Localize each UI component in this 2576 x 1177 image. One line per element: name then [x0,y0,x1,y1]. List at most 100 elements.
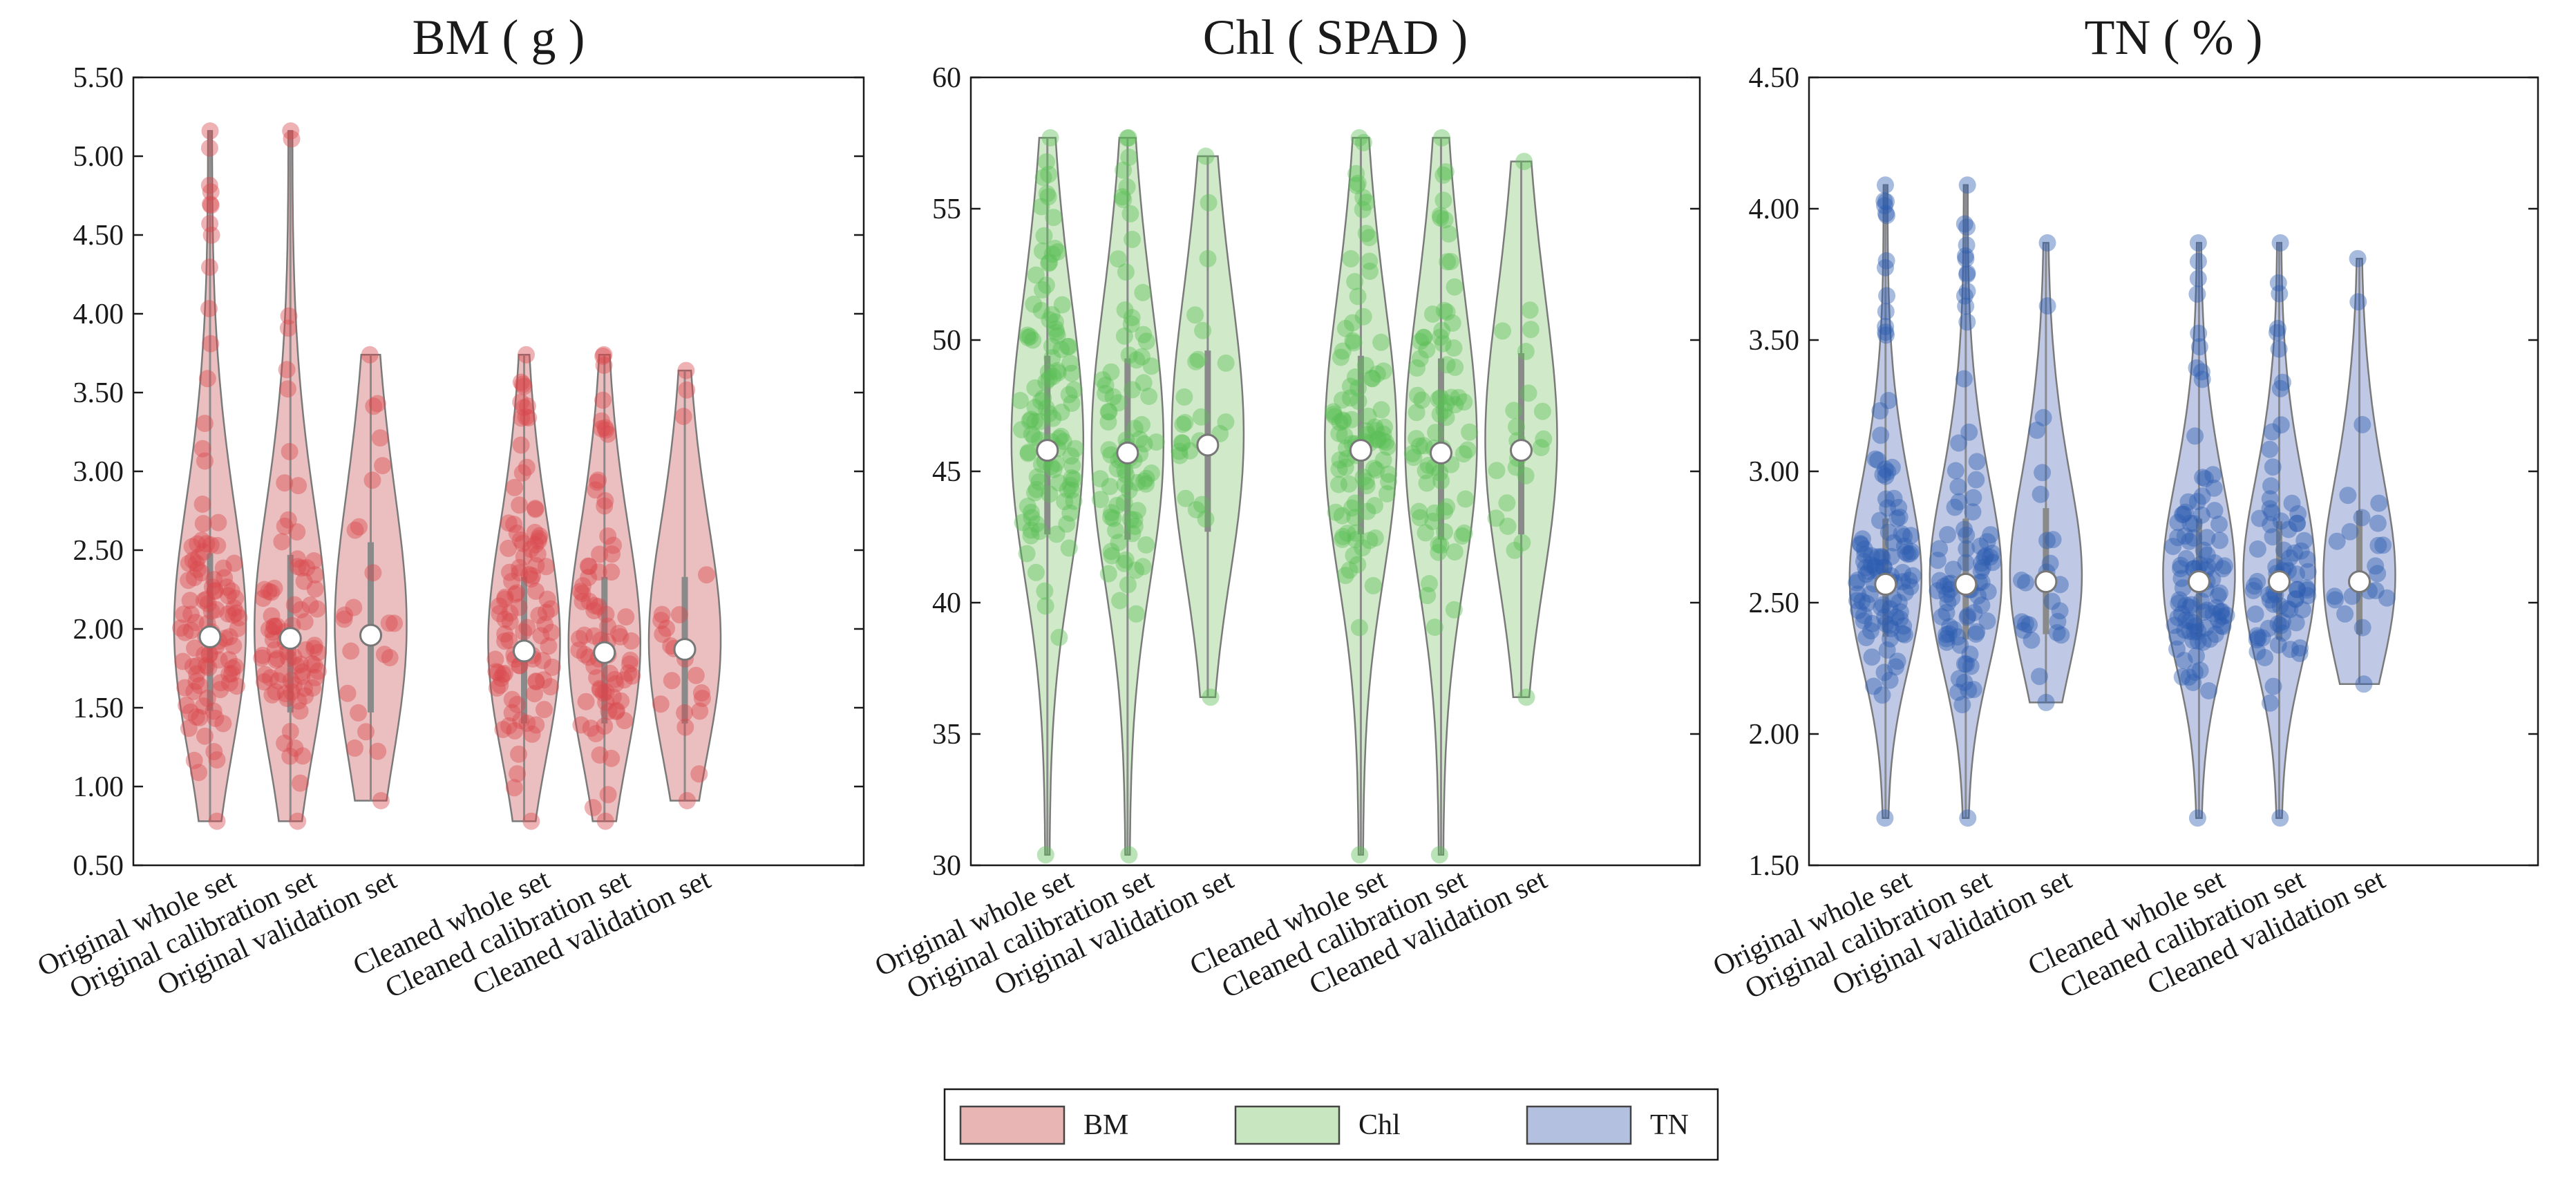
data-point [1103,504,1120,522]
data-point [1019,498,1036,515]
data-point [496,664,513,682]
data-point [1958,313,1976,331]
data-point [1173,434,1191,452]
data-point [1354,539,1372,557]
data-point [2193,487,2211,505]
data-point [515,377,533,395]
data-point [1877,467,1895,485]
data-point [1104,388,1122,406]
legend: BM Chl TN [943,1088,1719,1161]
data-point [1052,404,1070,421]
data-point [1147,433,1165,451]
legend-swatch [1526,1105,1632,1145]
data-point [1124,230,1141,248]
data-point [2288,565,2306,583]
data-point [1040,370,1058,388]
data-point [597,683,615,701]
data-point [1102,363,1120,381]
data-point [1939,575,1957,593]
data-point [2017,615,2034,633]
data-point [2166,616,2184,634]
data-point [2281,549,2299,567]
data-point [1334,530,1351,548]
data-point [1187,501,1205,518]
data-point [1893,625,1911,643]
data-point [196,646,214,663]
data-point [1939,594,1957,612]
data-point [509,765,527,783]
data-point [346,521,364,539]
data-point [1434,335,1452,352]
data-point [1046,239,1064,257]
data-point [1120,346,1138,364]
data-point [1931,572,1949,590]
data-point [1877,318,1895,335]
data-point [1380,473,1397,491]
data-point [1026,379,1044,397]
data-point [280,650,297,667]
data-point [505,516,523,534]
data-point [306,566,324,584]
data-point [2177,503,2195,521]
data-point [1117,466,1135,484]
data-point [1363,369,1381,387]
data-point [1876,608,1894,626]
data-point [1438,356,1456,374]
data-point [1962,657,1980,675]
data-point [1109,250,1127,268]
data-point [587,725,605,742]
data-point [1957,554,1975,572]
data-point [597,605,615,623]
data-point [1955,215,1973,233]
data-point [1130,431,1148,449]
data-point [2201,630,2219,648]
data-point [1864,614,1882,632]
data-point [1414,328,1432,346]
data-point [1902,578,1920,596]
data-point [594,391,612,409]
data-point [1171,442,1188,460]
data-point [1040,254,1058,272]
data-point [201,215,219,233]
data-point [1854,530,1871,548]
data-point [1938,603,1955,621]
data-point [514,534,532,552]
data-point [1065,381,1083,399]
data-point [1878,207,1895,225]
data-point [2248,627,2266,645]
data-point [512,712,530,729]
data-point [1103,547,1121,565]
data-point [309,662,327,680]
data-point [1033,242,1051,260]
data-point [1450,388,1468,406]
data-point [1361,531,1379,549]
data-point [1896,583,1914,601]
data-point [295,572,313,590]
data-point [2188,493,2206,511]
data-point [491,605,509,623]
data-point [1964,489,1982,507]
data-point [1879,523,1897,541]
panel-3: TN ( % )1.502.002.503.003.504.004.50Orig… [1708,10,2539,1006]
data-point [1949,628,1967,646]
data-point [2198,546,2216,564]
data-point [1175,388,1193,406]
data-point [616,712,634,730]
data-point [202,195,219,213]
data-point [658,619,676,637]
data-point [1951,636,1969,654]
data-point [542,600,560,618]
data-point [1019,328,1037,346]
data-point [2282,641,2300,659]
data-point [1119,576,1137,594]
data-point [1342,249,1360,267]
data-point [1097,376,1115,394]
data-point [1027,515,1045,533]
data-point [279,319,297,337]
data-point [1533,402,1551,420]
data-point [663,672,681,690]
data-point [1423,305,1441,323]
data-point [1345,334,1363,352]
data-point [1022,521,1040,539]
data-point [1882,630,1899,648]
